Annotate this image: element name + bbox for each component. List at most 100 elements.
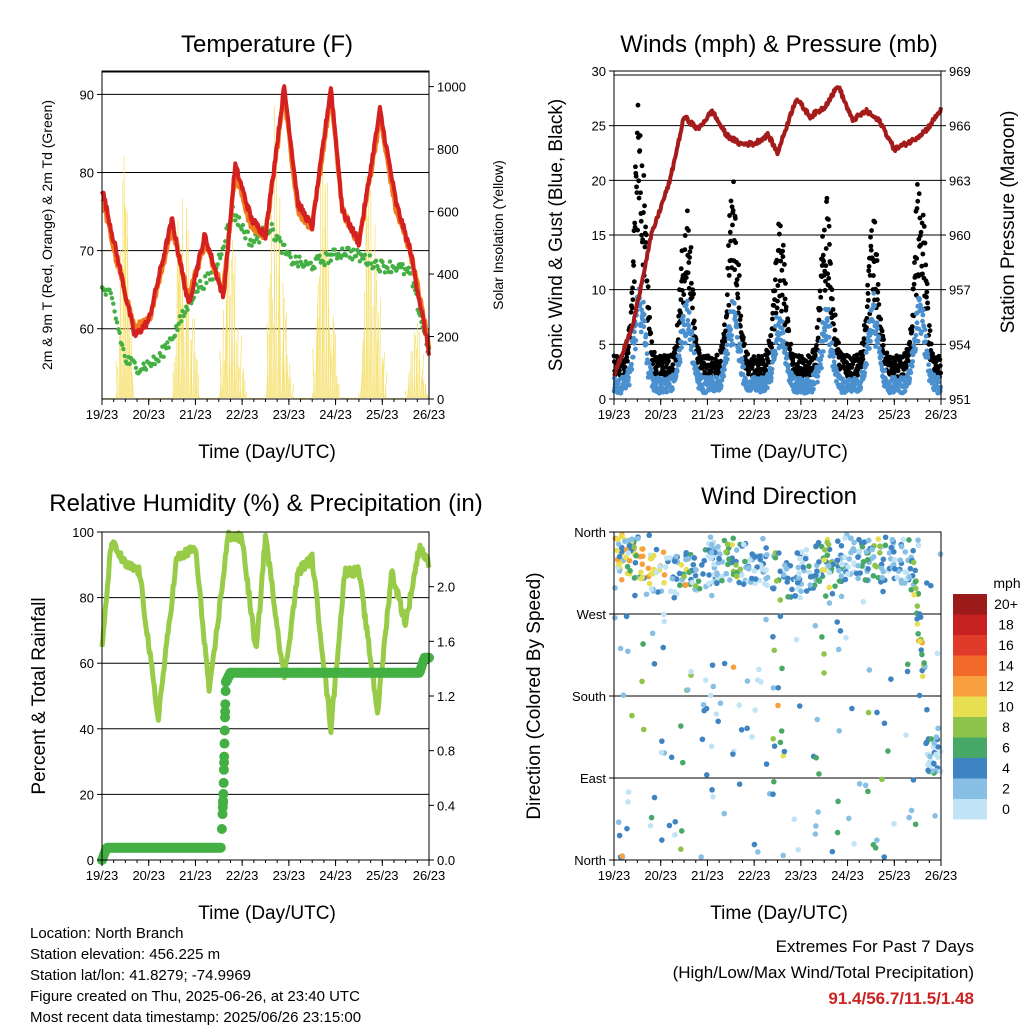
dewpoint-point bbox=[317, 253, 321, 257]
direction-point bbox=[915, 631, 921, 637]
dewpoint-point bbox=[195, 289, 199, 293]
gust-point bbox=[938, 363, 943, 368]
y2-tick-label: 800 bbox=[437, 142, 459, 157]
direction-point bbox=[924, 707, 930, 713]
dewpoint-point bbox=[120, 343, 124, 347]
direction-point bbox=[881, 854, 887, 860]
direction-point bbox=[866, 710, 872, 716]
direction-point bbox=[871, 573, 877, 579]
direction-point bbox=[650, 631, 656, 637]
precip-point bbox=[220, 712, 230, 722]
dewpoint-point bbox=[389, 270, 393, 274]
dewpoint-point bbox=[380, 260, 384, 264]
gust-point bbox=[831, 307, 836, 312]
direction-point bbox=[612, 585, 618, 591]
dewpoint-point bbox=[351, 247, 355, 251]
direction-point bbox=[935, 651, 941, 657]
direction-point bbox=[851, 540, 857, 546]
dewpoint-point bbox=[127, 362, 131, 366]
gust-point bbox=[876, 302, 881, 307]
gust-point bbox=[641, 210, 646, 215]
wind-point bbox=[627, 383, 632, 388]
wind-point bbox=[686, 323, 691, 328]
direction-point bbox=[615, 536, 621, 542]
y2-tick-label: 1.2 bbox=[437, 689, 455, 704]
direction-point bbox=[795, 847, 801, 853]
dewpoint-point bbox=[141, 361, 145, 365]
y2-tick-label: 969 bbox=[949, 64, 971, 79]
dewpoint-point bbox=[133, 360, 137, 364]
wind-point bbox=[690, 337, 695, 342]
direction-point bbox=[652, 795, 658, 801]
gust-point bbox=[910, 324, 915, 329]
wind-point bbox=[633, 338, 638, 343]
solar-spike bbox=[412, 368, 413, 398]
direction-point bbox=[683, 550, 689, 556]
direction-point bbox=[739, 727, 745, 733]
gust-point bbox=[683, 233, 688, 238]
direction-point bbox=[857, 781, 863, 787]
direction-point bbox=[633, 560, 639, 566]
direction-point bbox=[649, 586, 655, 592]
direction-point bbox=[796, 565, 802, 571]
direction-point bbox=[863, 577, 869, 583]
dewpoint-point bbox=[249, 243, 253, 247]
dewpoint-point bbox=[278, 239, 282, 243]
wind-point bbox=[729, 338, 734, 343]
gust-point bbox=[686, 270, 691, 275]
y2-tick-label: 963 bbox=[949, 173, 971, 188]
direction-point bbox=[927, 754, 933, 760]
precip-point bbox=[216, 843, 226, 853]
gust-point bbox=[774, 311, 779, 316]
direction-point bbox=[851, 841, 857, 847]
winds-xlabel: Time (Day/UTC) bbox=[710, 442, 848, 463]
direction-point bbox=[835, 538, 841, 544]
y-tick-label: 80 bbox=[80, 591, 94, 606]
direction-point bbox=[877, 543, 883, 549]
direction-point bbox=[709, 542, 715, 548]
gust-point bbox=[869, 248, 874, 253]
dewpoint-point bbox=[312, 266, 316, 270]
wind-point bbox=[781, 339, 786, 344]
wind-point bbox=[830, 340, 835, 345]
direction-point bbox=[826, 542, 832, 548]
direction-point bbox=[742, 559, 748, 565]
dewpoint-point bbox=[117, 331, 121, 335]
x-tick-label: 21/23 bbox=[179, 407, 212, 422]
direction-point bbox=[931, 740, 937, 746]
gust-point bbox=[921, 213, 926, 218]
gust-point bbox=[688, 249, 693, 254]
direction-point bbox=[888, 676, 894, 682]
direction-point bbox=[721, 811, 727, 817]
direction-point bbox=[879, 777, 885, 783]
direction-point bbox=[876, 536, 882, 542]
gust-point bbox=[784, 305, 789, 310]
direction-point bbox=[938, 551, 944, 557]
dewpoint-point bbox=[296, 264, 300, 268]
solar-spike bbox=[236, 340, 237, 398]
elevation-text: Station elevation: 456.225 m bbox=[30, 944, 361, 965]
direction-point bbox=[762, 581, 768, 587]
wind-point bbox=[921, 308, 926, 313]
direction-point bbox=[689, 580, 695, 586]
gust-point bbox=[780, 293, 785, 298]
y-tick-label: North bbox=[574, 853, 606, 868]
gust-point bbox=[690, 306, 695, 311]
direction-point bbox=[933, 752, 939, 758]
gust-point bbox=[648, 331, 653, 336]
direction-point bbox=[830, 591, 836, 597]
gust-point bbox=[875, 258, 880, 263]
wind-point bbox=[719, 383, 724, 388]
direction-point bbox=[672, 832, 678, 838]
direction-point bbox=[723, 549, 729, 555]
gust-point bbox=[634, 184, 639, 189]
direction-point bbox=[638, 569, 644, 575]
solar-ylabel: Solar Insolation (Yellow) bbox=[490, 160, 506, 310]
gust-point bbox=[690, 287, 695, 292]
gust-point bbox=[638, 190, 643, 195]
dewpoint-point bbox=[257, 240, 261, 244]
direction-point bbox=[719, 578, 725, 584]
gust-point bbox=[860, 357, 865, 362]
colorbar-label: 2 bbox=[1002, 781, 1010, 797]
direction-point bbox=[659, 738, 665, 744]
